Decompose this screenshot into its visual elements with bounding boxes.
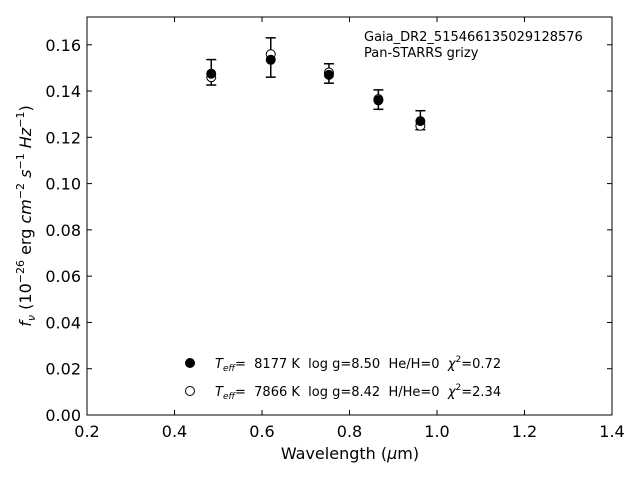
- annotation-line-2: Pan-STARRS grizy: [364, 46, 479, 61]
- x-axis-label: Wavelength (μm): [281, 444, 419, 463]
- x-tick-label: 1.2: [512, 422, 537, 441]
- x-tick-label: 0.6: [249, 422, 274, 441]
- model-point-filled: [373, 95, 384, 106]
- data-points: [206, 49, 426, 131]
- model-point-filled: [265, 54, 276, 65]
- model-point-filled: [206, 68, 217, 79]
- x-tick-label: 1.4: [599, 422, 624, 441]
- legend-entry-2: Teff= 7866 K log g=8.42 H/He=0 χ2=2.34: [215, 383, 501, 402]
- model-point-filled: [415, 116, 426, 127]
- model-point-filled: [323, 69, 334, 80]
- y-tick-label: 0.06: [45, 267, 81, 286]
- y-tick-label: 0.02: [45, 360, 81, 379]
- y-tick-label: 0.08: [45, 221, 81, 240]
- y-axis-label: fν (10−26 erg cm−2 s−1 Hz−1): [14, 105, 38, 326]
- y-tick-label: 0.10: [45, 175, 81, 194]
- legend-marker-open: [185, 386, 195, 396]
- y-tick-label: 0.12: [45, 128, 81, 147]
- y-tick-label: 0.16: [45, 36, 81, 55]
- x-tick-label: 0.4: [162, 422, 187, 441]
- legend-entry-1: Teff= 8177 K log g=8.50 He/H=0 χ2=0.72: [215, 355, 501, 374]
- y-tick-label: 0.14: [45, 82, 81, 101]
- y-tick-label: 0.00: [45, 406, 81, 425]
- annotation-line-1: Gaia_DR2_515466135029128576: [364, 30, 583, 45]
- y-axis-ticks: 0.00 0.02 0.04 0.06 0.08 0.10 0.12 0.14 0.16: [45, 36, 612, 425]
- y-tick-label: 0.04: [45, 313, 81, 332]
- x-axis-ticks: 0.2 0.4 0.6 0.8 1.0 1.2 1.4: [74, 17, 625, 441]
- legend-marker-filled: [185, 358, 195, 368]
- legend: Teff= 8177 K log g=8.50 He/H=0 χ2=0.72 T…: [185, 355, 501, 402]
- plot-frame: [86, 16, 613, 416]
- x-tick-label: 1.0: [424, 422, 449, 441]
- x-tick-label: 0.2: [74, 422, 99, 441]
- x-tick-label: 0.8: [337, 422, 362, 441]
